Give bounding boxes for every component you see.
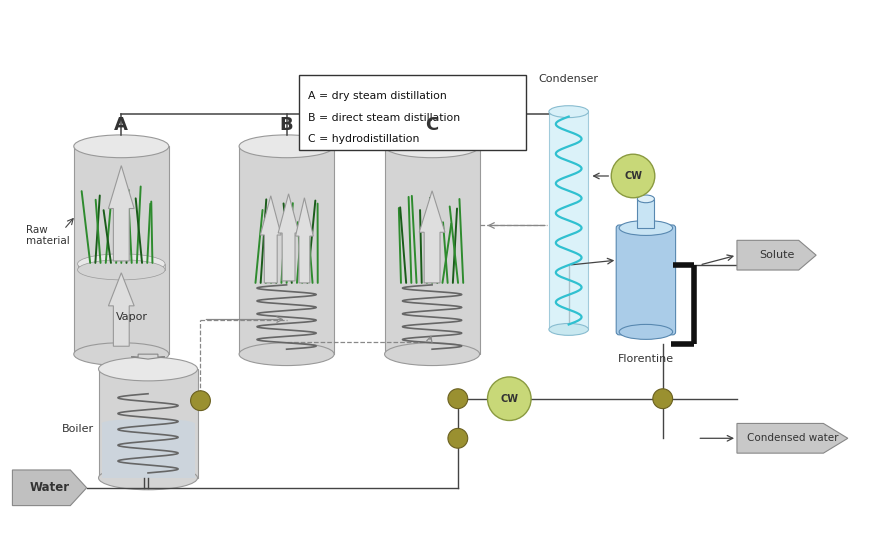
Text: C = hydrodistillation: C = hydrodistillation	[308, 135, 419, 144]
PathPatch shape	[12, 470, 87, 506]
Text: B: B	[280, 117, 293, 135]
Text: Vapor: Vapor	[117, 312, 148, 323]
FancyBboxPatch shape	[549, 112, 588, 329]
Ellipse shape	[102, 419, 194, 428]
FancyBboxPatch shape	[102, 423, 194, 478]
Ellipse shape	[385, 135, 479, 158]
Ellipse shape	[385, 343, 479, 366]
Ellipse shape	[239, 135, 334, 158]
Text: Condensed water: Condensed water	[747, 433, 838, 443]
Ellipse shape	[78, 254, 165, 274]
Text: CW: CW	[501, 393, 518, 404]
PathPatch shape	[278, 194, 299, 281]
PathPatch shape	[109, 166, 134, 261]
Ellipse shape	[638, 195, 654, 203]
Text: Boiler: Boiler	[62, 424, 94, 434]
FancyBboxPatch shape	[616, 225, 675, 335]
FancyBboxPatch shape	[78, 264, 165, 270]
FancyBboxPatch shape	[99, 369, 198, 478]
FancyBboxPatch shape	[74, 146, 169, 354]
Circle shape	[487, 377, 531, 421]
Text: Florentine: Florentine	[618, 354, 674, 364]
Ellipse shape	[74, 135, 169, 158]
Text: Raw
material: Raw material	[26, 225, 70, 246]
Ellipse shape	[619, 324, 673, 340]
Circle shape	[611, 154, 655, 198]
Circle shape	[448, 428, 468, 448]
Ellipse shape	[78, 260, 165, 280]
Ellipse shape	[74, 343, 169, 366]
Ellipse shape	[239, 343, 334, 366]
Ellipse shape	[549, 106, 588, 118]
Text: B = direct steam distillation: B = direct steam distillation	[308, 113, 461, 123]
Circle shape	[191, 391, 210, 410]
Text: Condenser: Condenser	[539, 74, 599, 84]
Text: A: A	[115, 117, 128, 135]
PathPatch shape	[419, 191, 445, 283]
Ellipse shape	[99, 466, 198, 490]
Text: A = dry steam distillation: A = dry steam distillation	[308, 91, 447, 101]
PathPatch shape	[132, 354, 165, 359]
Circle shape	[448, 389, 468, 409]
PathPatch shape	[296, 198, 313, 283]
FancyBboxPatch shape	[299, 75, 526, 150]
Ellipse shape	[549, 324, 588, 335]
PathPatch shape	[109, 273, 134, 346]
Text: Water: Water	[30, 481, 70, 494]
PathPatch shape	[260, 196, 281, 283]
PathPatch shape	[737, 423, 848, 453]
PathPatch shape	[737, 240, 816, 270]
Ellipse shape	[99, 357, 198, 381]
FancyBboxPatch shape	[638, 199, 654, 228]
Circle shape	[653, 389, 673, 409]
FancyBboxPatch shape	[385, 146, 479, 354]
FancyBboxPatch shape	[239, 146, 334, 354]
Text: Solute: Solute	[758, 250, 794, 260]
Text: CW: CW	[624, 171, 642, 181]
Ellipse shape	[619, 221, 673, 235]
Text: C: C	[426, 117, 439, 135]
